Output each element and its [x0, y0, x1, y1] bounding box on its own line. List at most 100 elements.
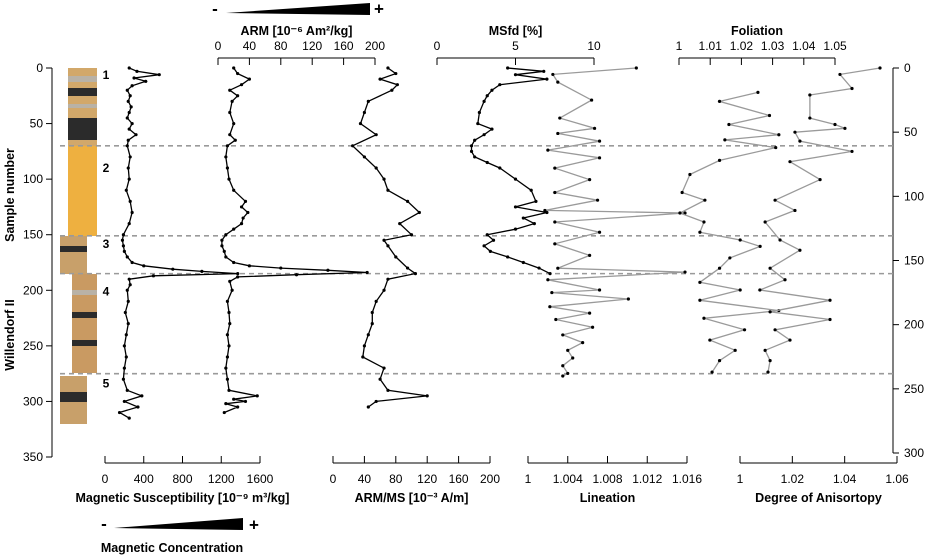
- profile-point: [773, 198, 777, 202]
- x-tick-label: 1.03: [761, 39, 785, 53]
- profile-point: [394, 71, 398, 76]
- profile-point: [374, 299, 378, 303]
- profile-point: [362, 344, 366, 348]
- profile-point: [766, 370, 770, 374]
- x-axis-title: ARM [10⁻⁶ Am²/kg]: [241, 24, 353, 38]
- x-tick-label: 1: [676, 39, 683, 53]
- profile-point: [597, 288, 602, 292]
- profile-point: [553, 242, 557, 246]
- profile-point: [788, 160, 792, 164]
- profile-point: [128, 283, 132, 287]
- x-tick-label: 1.004: [553, 472, 583, 486]
- profile-point: [157, 73, 161, 77]
- profile-point: [224, 255, 228, 259]
- profile-point: [850, 149, 854, 154]
- profile-point: [626, 297, 630, 301]
- profile-point: [409, 233, 414, 237]
- profile-point: [592, 126, 597, 130]
- profile-point: [571, 356, 575, 360]
- profile-point: [130, 84, 134, 88]
- profile-point: [386, 244, 390, 248]
- profile-point: [374, 399, 378, 404]
- y2-tick-label: 250: [904, 382, 924, 396]
- profile-point: [850, 86, 854, 91]
- unit-4-layer: [72, 274, 97, 373]
- profile-point: [558, 116, 562, 120]
- profile-point: [121, 233, 126, 237]
- profile-point: [120, 238, 125, 242]
- profile-point: [123, 310, 127, 315]
- profile-point: [678, 211, 682, 215]
- x-tick-label: 120: [302, 39, 322, 53]
- profile-point: [126, 166, 130, 170]
- x-tick-label: 40: [358, 472, 372, 486]
- x-axis-title: ARM/MS [10⁻³ A/m]: [355, 491, 469, 505]
- profile-point: [566, 371, 570, 376]
- y2-tick-label: 100: [904, 189, 924, 203]
- profile-point: [553, 190, 557, 195]
- x-tick-label: 1.01: [699, 39, 723, 53]
- profile-point: [227, 344, 231, 348]
- profile-point: [382, 177, 386, 181]
- profile-point: [362, 155, 366, 159]
- y2-tick-label: 50: [904, 125, 918, 139]
- profile-point: [702, 220, 706, 224]
- profile-point: [521, 260, 525, 265]
- profile-point: [366, 333, 370, 337]
- profile-point: [386, 188, 390, 192]
- x-axis-title: Degree of Anisortopy: [755, 491, 882, 505]
- profile-point: [134, 133, 138, 137]
- profile-point: [534, 199, 538, 203]
- profile-line: [117, 67, 238, 419]
- profile-point: [490, 88, 494, 92]
- profile-point: [386, 66, 390, 70]
- profile-point: [236, 71, 240, 76]
- profile-point: [117, 410, 122, 415]
- profile-line: [757, 67, 881, 373]
- profile-point: [236, 275, 240, 279]
- profile-point: [476, 121, 480, 126]
- profile-point: [773, 328, 777, 332]
- wedge-plus: +: [249, 516, 259, 535]
- profile-point: [553, 220, 557, 224]
- profile-point: [255, 394, 259, 398]
- silt-band: [68, 104, 97, 108]
- profile-point: [370, 322, 374, 326]
- profile-point: [382, 238, 386, 242]
- profile-point: [703, 198, 707, 202]
- x-tick-label: 1.04: [792, 39, 816, 53]
- profile-point: [588, 311, 592, 315]
- profile-point: [126, 138, 130, 142]
- profile-point: [236, 405, 240, 409]
- x-tick-label: 160: [449, 472, 469, 486]
- profile-point: [232, 397, 236, 401]
- profile-point: [122, 344, 126, 348]
- profile-line: [470, 67, 551, 275]
- profile-point: [127, 416, 131, 420]
- profile-point: [171, 267, 175, 271]
- unit-2-layer: [68, 146, 97, 236]
- profile-point: [698, 230, 702, 234]
- profile-point: [232, 260, 236, 265]
- profile-point: [127, 110, 131, 115]
- profile-point: [125, 288, 129, 292]
- unit-label: 1: [103, 68, 110, 82]
- profile-point: [702, 316, 706, 320]
- profile-point: [225, 299, 230, 303]
- x-tick-label: 80: [389, 472, 403, 486]
- profile-point: [239, 205, 244, 209]
- profile-point: [482, 99, 486, 103]
- profile-point: [482, 133, 486, 137]
- profile-point: [683, 211, 687, 215]
- profile-point: [554, 317, 558, 322]
- profile-point: [125, 88, 129, 92]
- x-tick-label: 120: [417, 472, 437, 486]
- x-tick-label: 1.05: [823, 39, 847, 53]
- x-tick-label: 1.06: [885, 472, 909, 486]
- profile-point: [546, 278, 550, 282]
- profile-point: [828, 298, 832, 302]
- profile-point: [232, 121, 236, 126]
- profile-point: [128, 155, 132, 159]
- profile-point: [220, 238, 224, 242]
